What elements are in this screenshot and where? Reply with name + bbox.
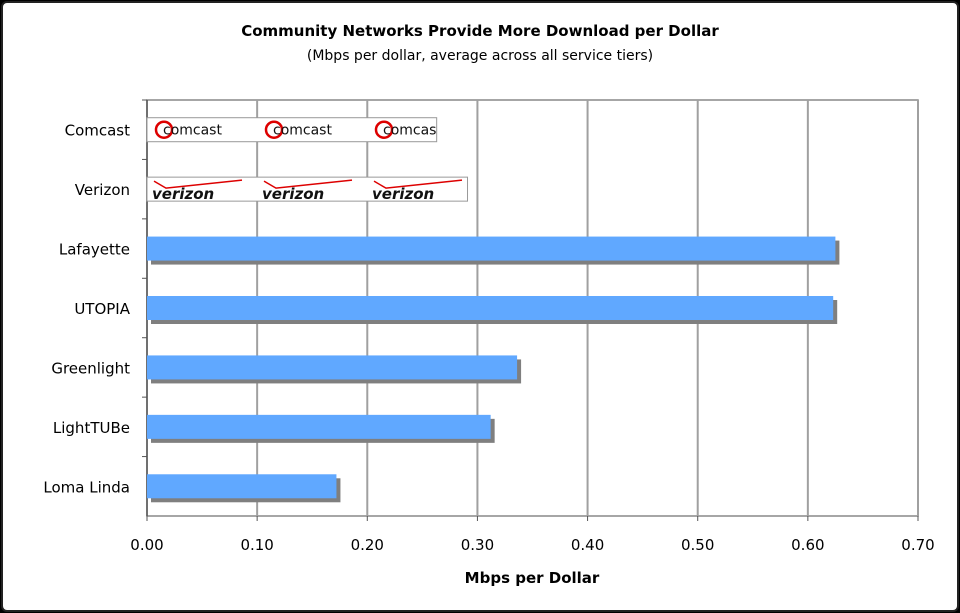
x-axis-label: Mbps per Dollar xyxy=(465,569,600,587)
y-tick-label: Verizon xyxy=(75,181,130,199)
logo-pattern: verizonverizonverizonverizon xyxy=(152,179,463,203)
x-tick-label: 0.30 xyxy=(461,536,494,554)
verizon-logo-text: verizon xyxy=(372,185,434,203)
comcast-logo-icon xyxy=(154,120,174,139)
x-tick-label: 0.00 xyxy=(130,536,163,554)
comcast-logo-icon xyxy=(374,120,394,139)
y-tick-label: UTOPIA xyxy=(74,300,130,318)
bar-loma-linda xyxy=(147,474,337,499)
bar-rect xyxy=(146,176,469,202)
y-tick-label: Greenlight xyxy=(51,359,130,377)
bar-utopia xyxy=(147,296,834,320)
bar-lafayette xyxy=(147,236,836,261)
bar-lighttube xyxy=(147,414,491,439)
bar-verizon: verizonverizonverizonverizon xyxy=(146,176,469,203)
y-tick-label: Comcast xyxy=(65,122,131,140)
comcast-logo-text: comcast xyxy=(273,123,332,139)
verizon-check-icon xyxy=(153,179,243,189)
logo-pattern: comcastcomcastcomcastcomcast xyxy=(154,120,442,139)
comcast-logo-text: comcast xyxy=(383,123,442,139)
x-tick-label: 0.60 xyxy=(791,536,824,554)
x-tick-label: 0.50 xyxy=(681,536,714,554)
verizon-logo-text: verizon xyxy=(152,185,214,203)
comcast-logo-text: comcast xyxy=(163,123,222,139)
x-tick-label: 0.40 xyxy=(571,536,604,554)
verizon-check-icon xyxy=(263,179,353,189)
bar-greenlight xyxy=(147,355,518,380)
chart-subtitle: (Mbps per dollar, average across all ser… xyxy=(307,48,653,64)
comcast-logo-icon xyxy=(264,120,284,139)
verizon-logo-text: verizon xyxy=(262,185,324,203)
verizon-check-icon xyxy=(373,179,463,189)
x-tick-label: 0.20 xyxy=(351,536,384,554)
y-tick-label: Loma Linda xyxy=(43,478,130,496)
bar-comcast: comcastcomcastcomcastcomcast xyxy=(146,117,442,143)
x-tick-label: 0.10 xyxy=(240,536,273,554)
x-tick-label: 0.70 xyxy=(901,536,934,554)
y-tick-label: LightTUBe xyxy=(53,419,130,437)
chart-title: Community Networks Provide More Download… xyxy=(241,22,719,40)
y-tick-label: Lafayette xyxy=(59,241,130,259)
